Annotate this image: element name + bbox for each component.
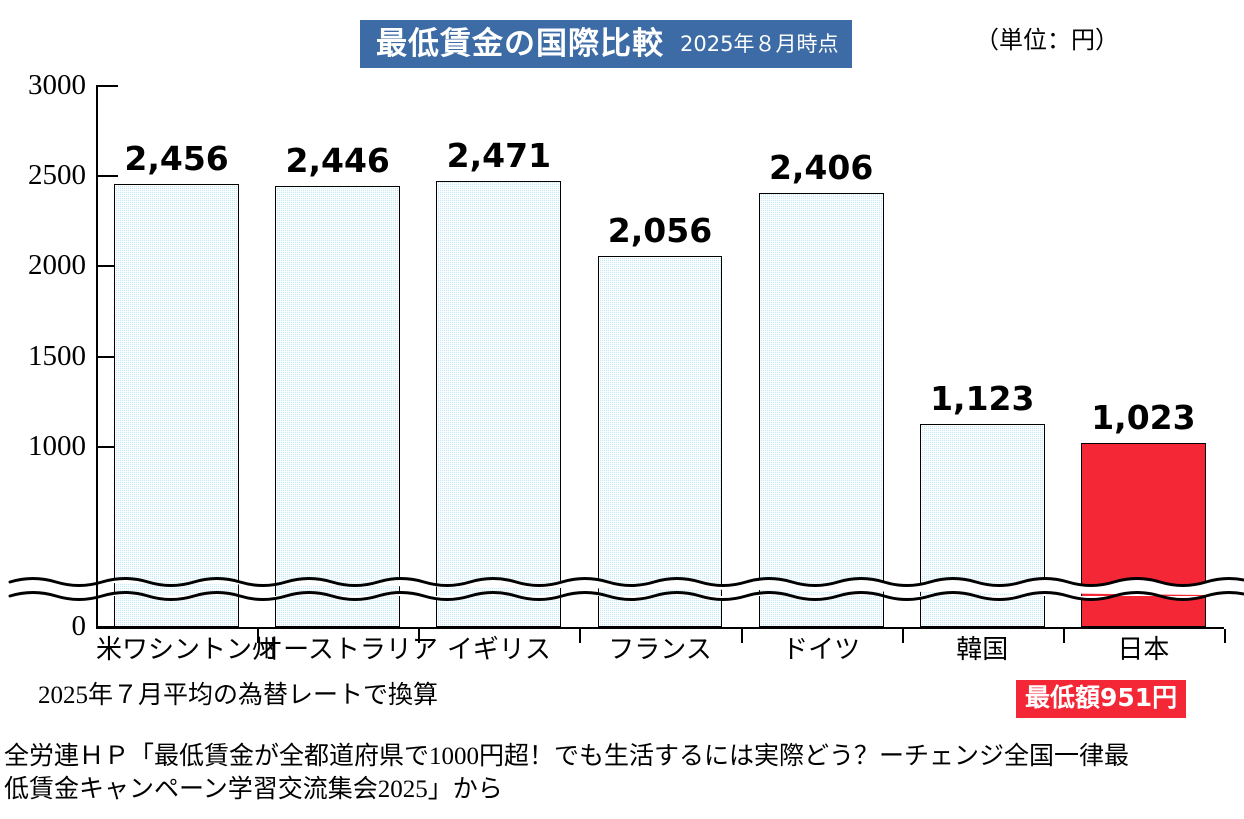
status-badge: 最低額951円 [1016,680,1187,718]
category-label: フランス [608,635,712,665]
bar [919,424,1045,627]
bar-value-label: 2,056 [607,211,713,251]
x-tick [1224,629,1226,643]
x-tick [901,629,904,643]
title-row: 最低賃金の国際比較 2025年８月時点 （単位：円） [0,8,1244,70]
y-tick [96,626,118,628]
x-tick [579,629,582,643]
y-tick-label: 3000 [28,69,86,101]
y-tick [96,85,118,87]
source-caption-line2: 低賃金キャンペーン学習交流集会2025」から [4,776,503,804]
y-tick [96,445,118,448]
bar-chart: 0 1000 1500 2000 2500 3000 2,456 2,446 2,471 2,0… [8,69,1244,665]
bar [597,256,723,627]
bar-value-label: 2,471 [446,136,552,176]
x-tick [257,629,260,643]
title-subtitle: 2025年８月時点 [680,31,839,56]
category-label: 米ワシントン州 [96,635,279,665]
y-tick-label: 2500 [28,159,86,192]
y-tick [96,355,118,358]
bar [114,184,239,627]
page-title: 最低賃金の国際比較 [376,25,664,62]
title-banner: 最低賃金の国際比較 2025年８月時点 [360,20,853,68]
y-tick-label: 1000 [28,429,86,462]
bar-value-label: 2,446 [285,140,390,180]
y-tick-label: 1500 [28,339,86,372]
x-tick [418,629,421,643]
bar [758,193,884,627]
category-label: オーストラリア [257,635,438,665]
category-label: イギリス [446,635,551,665]
source-caption: 全労連ＨＰ「最低賃金が全都道府県で1000円超！でも生活するには実際どう？ーチェ… [4,740,1240,807]
bar-value-label: 2,456 [124,139,229,179]
y-axis-line [96,86,98,629]
category-label: ドイツ [782,635,861,665]
source-caption-line1: 全労連ＨＰ「最低賃金が全都道府県で1000円超！でも生活するには実際どう？ーチェ… [4,743,1130,770]
status-badge-label: 最低額951円 [1025,683,1178,712]
bar [1080,442,1206,627]
bar [436,181,562,627]
exchange-rate-note: 2025年７月平均の為替レートで換算 [38,682,439,709]
bar-value-label: 1,023 [1091,397,1196,437]
y-tick-label: 0 [71,610,87,642]
y-tick [96,175,118,178]
y-tick [96,265,118,268]
category-label: 日本 [1117,635,1170,665]
category-label: 韓国 [956,635,1009,665]
x-tick [740,629,743,643]
title-unit-note: （単位：円） [975,26,1119,54]
bar-value-label: 1,123 [930,379,1035,419]
x-axis-line [96,627,1224,629]
y-tick-label: 2000 [28,249,86,282]
x-tick [1062,629,1065,643]
bar-value-label: 2,406 [768,148,874,188]
bar [275,185,401,627]
